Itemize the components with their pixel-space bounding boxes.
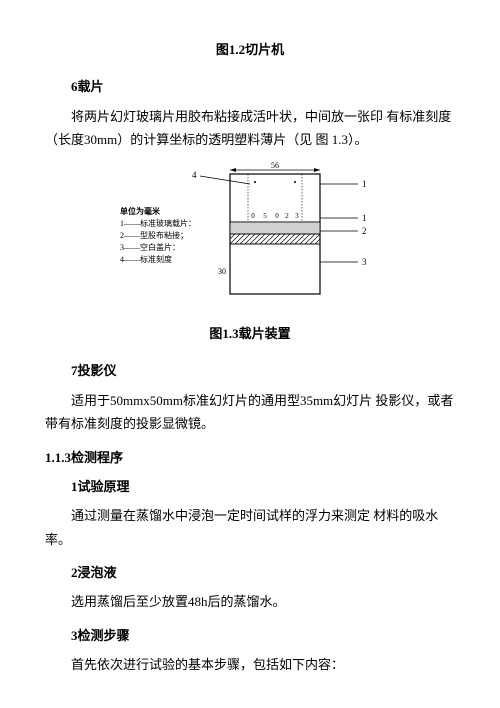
section-3b-paragraph: 首先依次进行试验的基本步骤，包括如下内容：: [45, 653, 455, 676]
figure-1-2-title: 图1.2切片机: [45, 38, 455, 61]
section-2b-head: 2浸泡液: [45, 561, 455, 584]
section-1b-paragraph: 通过测量在蒸馏水中浸泡一定时间试样的浮力来测定 材料的吸水率。: [45, 504, 455, 551]
scale-tick-1: 5: [263, 212, 267, 220]
callout-1b: 1: [362, 213, 367, 223]
legend-item-1: 1——标准玻璃载片：: [120, 218, 228, 230]
figure-1-3-diagram: 56 0 5 0 2 3: [45, 162, 455, 314]
figure-1-3-title: 图1.3载片装置: [45, 322, 455, 345]
section-3b-head: 3检测步骤: [45, 624, 455, 647]
section-6-head: 6载片: [45, 75, 455, 98]
section-7-paragraph: 适用于50mmx50mm标准幻灯片的通用型35mm幻灯片 投影仪，或者带有标准刻…: [45, 389, 455, 436]
callout-1a: 1: [362, 179, 367, 189]
callout-4: 4: [192, 170, 197, 180]
legend-item-2: 2——型股布粘接；: [120, 230, 228, 242]
legend-unit: 单位为毫米: [120, 206, 228, 218]
heading-1-1-3: 1.1.3检测程序: [45, 446, 455, 469]
section-6-paragraph: 将两片幻灯玻璃片用胶布粘接成活叶状，中间放一张印 有标准刻度（长度30mm）的计…: [45, 105, 455, 152]
scale-tick-2: 0: [275, 212, 279, 220]
section-2b-paragraph: 选用蒸馏后至少放置48h后的蒸馏水。: [45, 590, 455, 613]
scale-tick-0: 0: [251, 212, 255, 220]
section-7-head: 7投影仪: [45, 359, 455, 382]
section-1b-head: 1试验原理: [45, 475, 455, 498]
slide-holder-svg: 56 0 5 0 2 3: [120, 162, 380, 307]
callout-2: 2: [362, 226, 367, 236]
scale-tick-3: 2: [285, 212, 289, 220]
legend-item-3: 3——空白盖片：: [120, 242, 228, 254]
legend-item-4: 4——标准刻度: [120, 254, 228, 266]
callout-3: 3: [362, 257, 367, 267]
width-dim-label: 56: [271, 162, 279, 170]
scale-tick-4: 3: [295, 212, 299, 220]
